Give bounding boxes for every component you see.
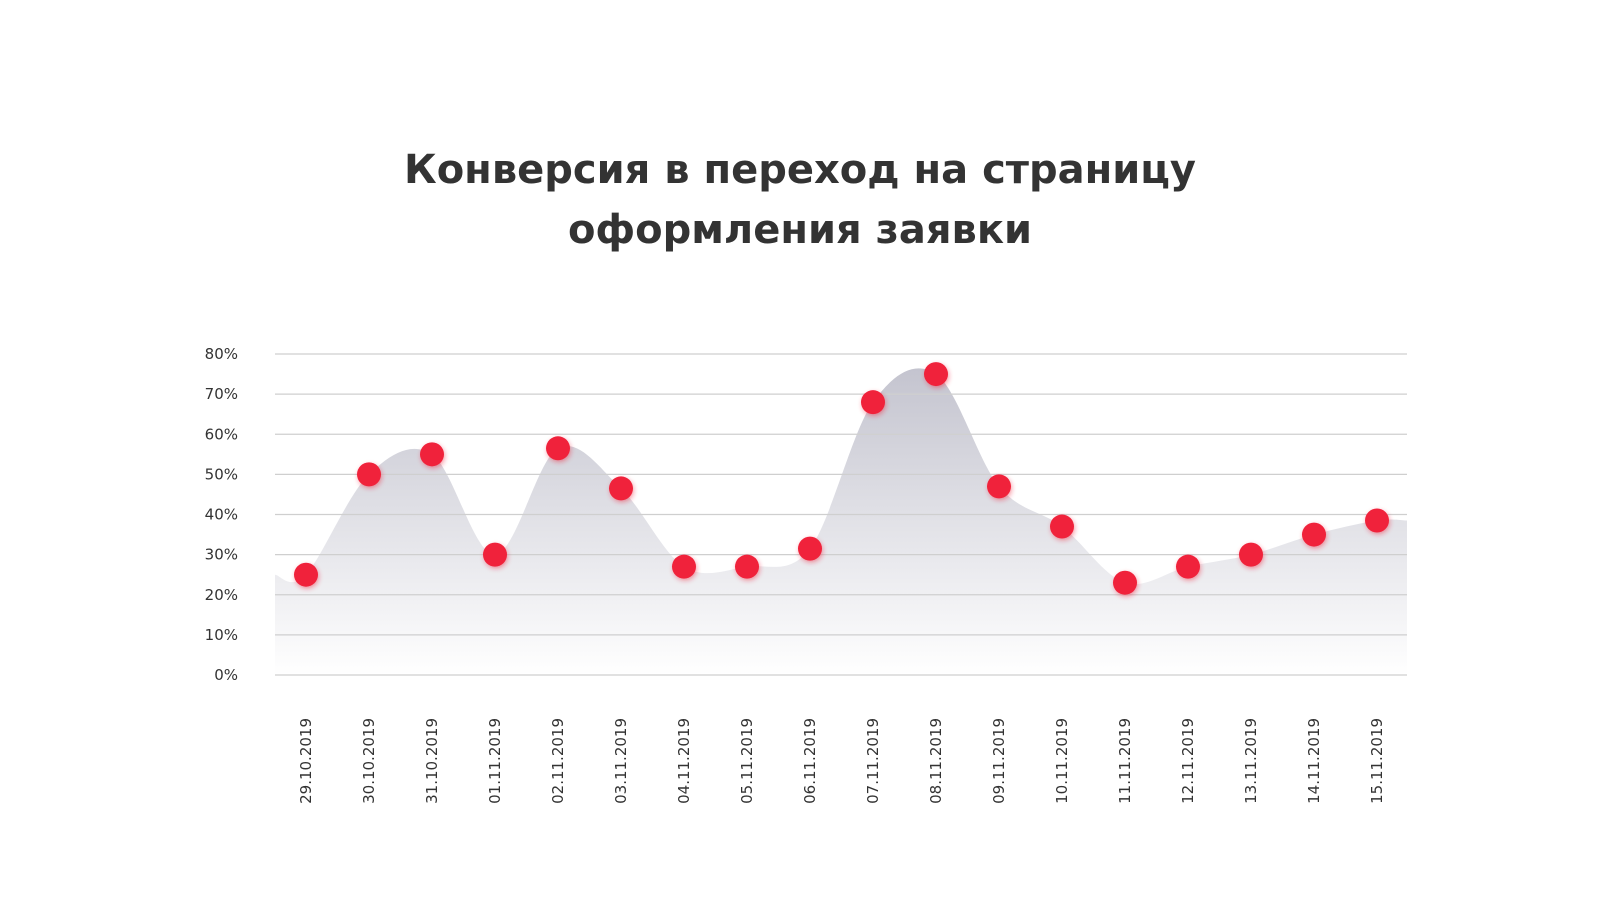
data-point-02.11.2019 — [546, 436, 570, 461]
x-tick-label: 29.10.2019 — [297, 718, 315, 804]
x-tick-label: 06.11.2019 — [801, 718, 819, 804]
data-point-09.11.2019 — [987, 474, 1011, 499]
x-tick-label: 08.11.2019 — [927, 718, 945, 804]
x-tick-label: 09.11.2019 — [990, 718, 1008, 804]
y-tick-label: 60% — [205, 425, 238, 443]
data-point-30.10.2019 — [357, 462, 381, 487]
x-tick-label: 30.10.2019 — [360, 718, 378, 804]
x-tick-label: 12.11.2019 — [1179, 718, 1197, 804]
data-point-06.11.2019 — [798, 536, 822, 561]
data-point-07.11.2019 — [861, 390, 885, 415]
area-fill — [275, 368, 1407, 675]
data-point-05.11.2019 — [735, 554, 759, 579]
data-point-01.11.2019 — [483, 542, 507, 567]
y-tick-label: 50% — [205, 465, 238, 483]
x-tick-label: 05.11.2019 — [738, 718, 756, 804]
y-tick-label: 30% — [205, 546, 238, 564]
data-point-13.11.2019 — [1239, 542, 1263, 567]
x-tick-label: 10.11.2019 — [1053, 718, 1071, 804]
data-point-04.11.2019 — [672, 554, 696, 579]
y-tick-label: 0% — [214, 666, 238, 684]
y-tick-label: 20% — [205, 586, 238, 604]
data-point-31.10.2019 — [420, 442, 444, 467]
data-point-10.11.2019 — [1050, 514, 1074, 539]
x-tick-label: 02.11.2019 — [549, 718, 567, 804]
x-tick-label: 15.11.2019 — [1368, 718, 1386, 804]
x-tick-label: 11.11.2019 — [1116, 718, 1134, 804]
data-point-12.11.2019 — [1176, 554, 1200, 579]
x-tick-label: 07.11.2019 — [864, 718, 882, 804]
x-tick-label: 14.11.2019 — [1305, 718, 1323, 804]
x-tick-label: 04.11.2019 — [675, 718, 693, 804]
data-point-15.11.2019 — [1365, 508, 1389, 533]
y-tick-label: 40% — [205, 506, 238, 524]
x-tick-label: 01.11.2019 — [486, 718, 504, 804]
data-point-14.11.2019 — [1302, 522, 1326, 547]
data-point-08.11.2019 — [924, 362, 948, 387]
data-point-11.11.2019 — [1113, 570, 1137, 595]
data-point-29.10.2019 — [294, 562, 318, 587]
chart-title: Конверсия в переход на страницу оформлен… — [0, 140, 1600, 260]
x-tick-label: 31.10.2019 — [423, 718, 441, 804]
x-tick-label: 03.11.2019 — [612, 718, 630, 804]
y-tick-label: 10% — [205, 626, 238, 644]
chart-title-line-2: оформления заявки — [567, 207, 1033, 253]
x-tick-label: 13.11.2019 — [1242, 718, 1260, 804]
chart-title-line-1: Конверсия в переход на страницу — [404, 147, 1196, 193]
data-point-03.11.2019 — [609, 476, 633, 501]
y-tick-label: 80% — [205, 345, 238, 363]
y-tick-label: 70% — [205, 385, 238, 403]
